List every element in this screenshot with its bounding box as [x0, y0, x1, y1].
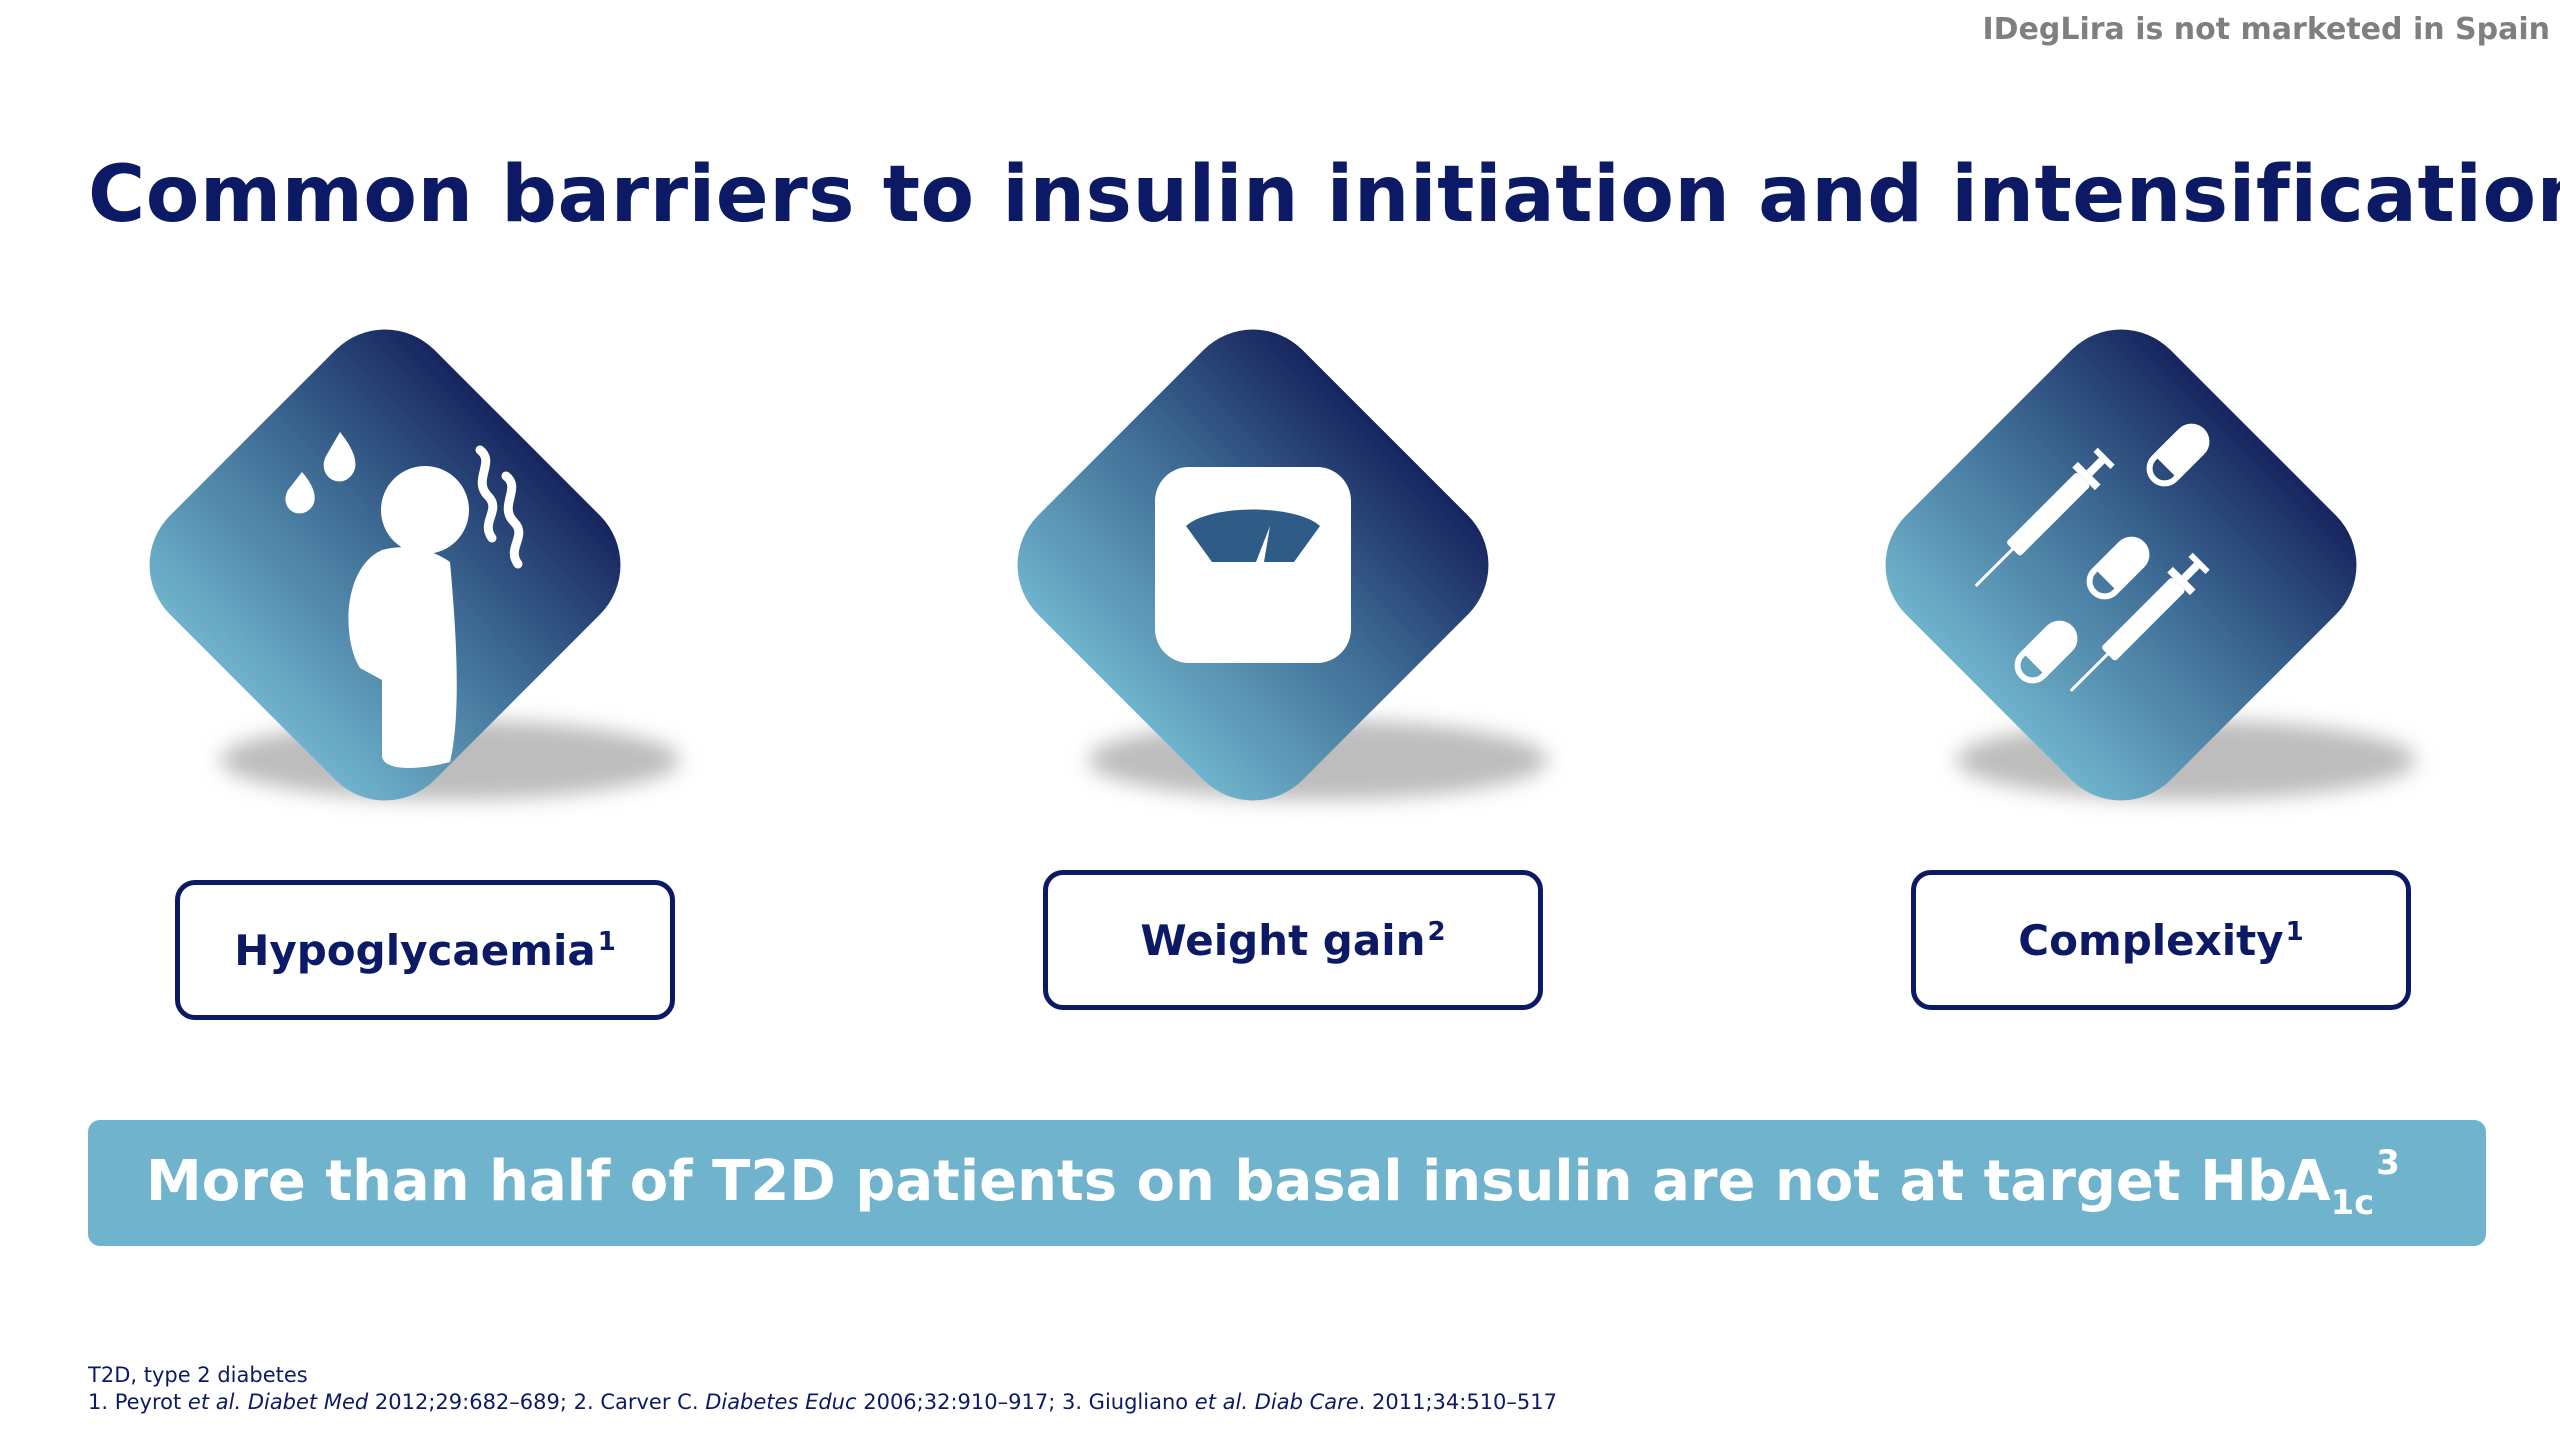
barrier-label-text: Hypoglycaemia — [234, 925, 596, 975]
syringes-and-pills-icon — [1885, 329, 2416, 801]
market-disclaimer: IDegLira is not marketed in Spain — [1982, 12, 2550, 47]
hba1c-subscript: 1c — [2330, 1183, 2375, 1223]
sweating-person-icon — [149, 329, 680, 801]
barrier-label-text: Complexity — [2018, 915, 2284, 965]
footnotes: T2D, type 2 diabetes 1. Peyrot et al. Di… — [88, 1362, 1557, 1416]
reference-number: 3 — [2376, 1143, 2400, 1183]
barrier-weight-gain: Weight gain2 — [988, 300, 1588, 1060]
barrier-complexity: Complexity1 — [1856, 300, 2456, 1060]
barrier-label-weight-gain: Weight gain2 — [1043, 870, 1543, 1010]
reference-number: 1 — [2285, 916, 2304, 947]
references: 1. Peyrot et al. Diabet Med 2012;29:682–… — [88, 1390, 1558, 1414]
key-message-text: More than half of T2D patients on basal … — [146, 1149, 2331, 1214]
reference-number: 1 — [597, 926, 616, 957]
barrier-label-hypoglycaemia: Hypoglycaemia1 — [175, 880, 675, 1020]
key-message-banner: More than half of T2D patients on basal … — [88, 1120, 2486, 1246]
barrier-hypoglycaemia: Hypoglycaemia1 — [120, 300, 720, 1060]
abbreviation-note: T2D, type 2 diabetes — [88, 1363, 308, 1387]
barrier-label-complexity: Complexity1 — [1911, 870, 2411, 1010]
barrier-label-text: Weight gain — [1140, 915, 1426, 965]
slide-title: Common barriers to insulin initiation an… — [88, 150, 2560, 240]
reference-number: 2 — [1427, 916, 1446, 947]
weighing-scale-icon — [1017, 329, 1548, 801]
